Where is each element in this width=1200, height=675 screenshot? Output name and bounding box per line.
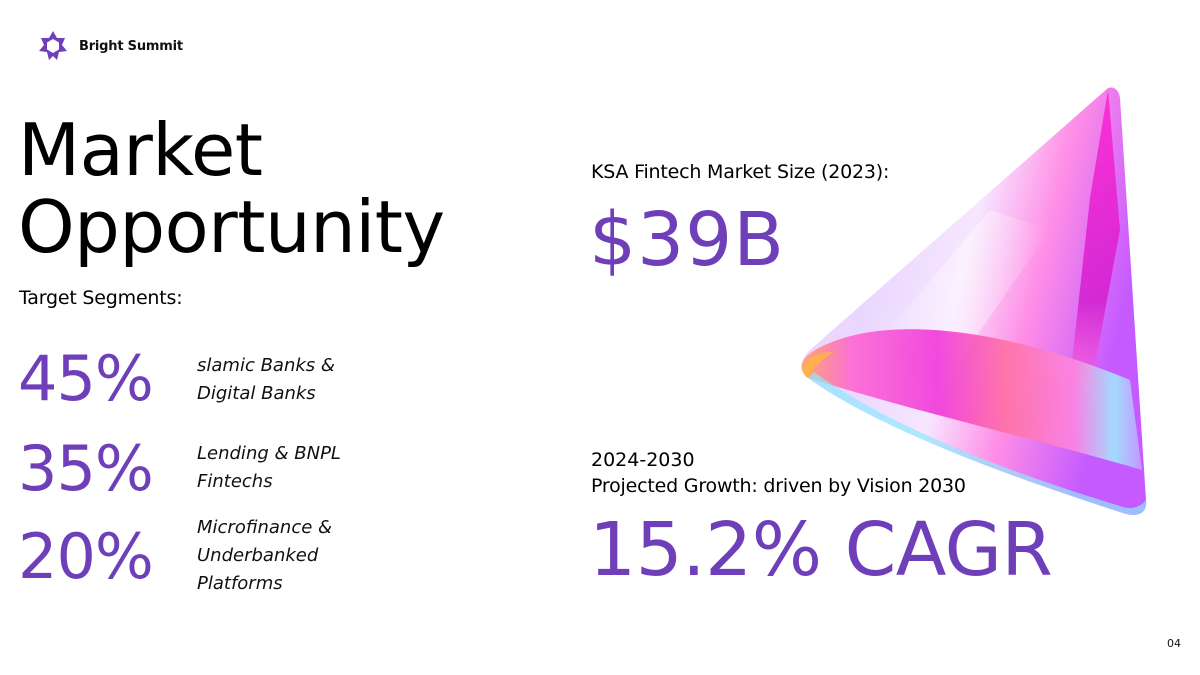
growth-label: Projected Growth: driven by Vision 2030 [591, 475, 966, 497]
iridescent-cone-image [801, 87, 1147, 515]
page-title-line-2: Opportunity [18, 185, 445, 269]
segment-label-line-1: Lending & BNPL [197, 443, 341, 464]
segment-label-line-1: slamic Banks & [197, 355, 335, 376]
page-number: 04 [1167, 637, 1181, 650]
brand-name: Bright Summit [79, 38, 183, 54]
segment-label-line-3: Platforms [197, 573, 283, 594]
segment-label-line-1: Microfinance & [197, 517, 333, 538]
star-badge-icon [39, 31, 67, 60]
segment-label-line-2: Digital Banks [197, 383, 316, 404]
segment-percent: 45% [18, 342, 154, 415]
growth-value: 15.2% CAGR [589, 507, 1053, 593]
brand: Bright Summit [37, 30, 183, 62]
segments-heading: Target Segments: [19, 287, 183, 309]
segment-percent: 35% [18, 432, 154, 505]
page-title: Market Opportunity [18, 112, 445, 266]
page-title-line-1: Market [18, 108, 263, 192]
growth-period: 2024-2030 [591, 449, 695, 471]
market-size-value: $39B [589, 197, 786, 283]
segment-percent: 20% [18, 520, 154, 593]
segment-label-line-2: Fintechs [197, 471, 273, 492]
segment-label-line-2: Underbanked [197, 545, 319, 566]
market-size-label: KSA Fintech Market Size (2023): [591, 161, 890, 183]
segment-label: Microfinance & Underbanked Platforms [197, 514, 332, 598]
segment-label: Lending & BNPL Fintechs [197, 440, 341, 496]
segment-label: slamic Banks & Digital Banks [197, 352, 335, 408]
